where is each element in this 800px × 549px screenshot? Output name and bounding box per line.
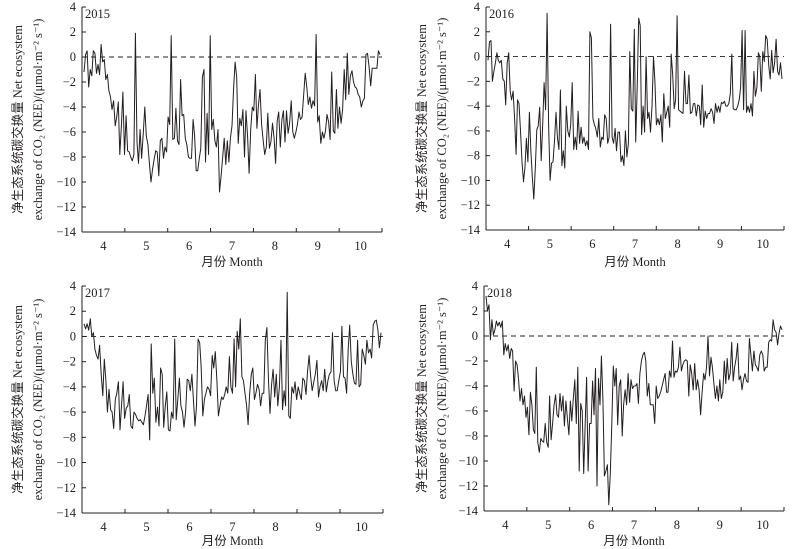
x-tick-label: 8: [674, 518, 680, 532]
x-axis-title: 月份 Month: [202, 534, 264, 548]
x-tick-label: 8: [272, 520, 278, 534]
y-tick-label: 2: [70, 25, 76, 39]
x-axis-title: 月份 Month: [604, 255, 666, 269]
x-tick-label: 6: [186, 239, 192, 253]
x-tick-label: 4: [100, 520, 107, 534]
x-tick-label: 9: [315, 239, 321, 253]
x-tick-label: 9: [315, 520, 321, 534]
y-tick-label: 0: [474, 50, 480, 64]
panel-2017: 4 2 0 −2 −4 −6 −8 −10 −12 −14 4 5 6 7 8 9 10 月份 Month 净生态系…: [10, 279, 384, 548]
x-tick-label: 8: [674, 237, 680, 251]
y-tick-label: −10: [458, 454, 478, 468]
y-tick-label: −2: [465, 354, 478, 368]
x-tick-label: 7: [631, 518, 637, 532]
x-tick-label: 9: [717, 518, 723, 532]
y-axis-title-line1: 净生态系统碳交换量 Net ecosystem: [10, 25, 25, 214]
y-tick-label: 0: [70, 329, 76, 343]
nee-series-line: [83, 32, 381, 193]
x-tick-label: 5: [547, 237, 553, 251]
y-tick-label: 2: [70, 304, 76, 318]
y-tick-label: 0: [70, 50, 76, 64]
y-tick-label: 2: [472, 304, 478, 318]
y-tick-label: −4: [63, 380, 77, 394]
nee-series-line: [485, 295, 783, 506]
y-tick-label: −4: [467, 99, 481, 113]
y-tick-label: −6: [63, 405, 76, 419]
x-tick-label: 4: [504, 237, 511, 251]
y-axis-title-line2: exchange of CO₂ (NEE)/(μmol·m⁻² s⁻¹): [31, 299, 45, 501]
panel-year-label: 2018: [487, 286, 512, 300]
nee-series-line: [487, 12, 783, 200]
x-tick-label: 5: [143, 239, 149, 253]
y-tick-label: −10: [56, 175, 76, 189]
y-tick-label: −12: [56, 481, 76, 495]
panel-year-label: 2015: [85, 7, 110, 21]
y-tick-label: −6: [467, 124, 480, 138]
x-tick-label: 10: [756, 237, 769, 251]
y-tick-label: −2: [63, 355, 76, 369]
y-tick-label: −12: [460, 198, 480, 212]
x-tick-label: 6: [186, 520, 192, 534]
y-axis-title-line2: exchange of CO₂ (NEE)/(μmol·m⁻² s⁻¹): [435, 18, 449, 220]
panel-2015: 4 2 0 −2 −4 −6 −8 −10 −12 −14 4 5 6 7 8 9 10 月份 Month 净生态系…: [10, 0, 383, 269]
y-tick-label: 4: [472, 279, 479, 293]
x-tick-label: 7: [229, 520, 235, 534]
x-tick-label: 7: [229, 239, 235, 253]
y-tick-label: −8: [467, 149, 480, 163]
nee-series-line: [83, 291, 382, 441]
y-axis-title-line1: 净生态系统碳交换量 Net ecosystem: [414, 24, 429, 213]
y-tick-label: −4: [63, 100, 77, 114]
x-tick-label: 5: [143, 520, 149, 534]
x-axis-title: 月份 Month: [201, 255, 263, 269]
y-tick-label: −14: [460, 223, 480, 237]
y-tick-label: −6: [465, 404, 478, 418]
y-tick-label: −14: [56, 506, 76, 520]
x-tick-label: 10: [756, 518, 769, 532]
y-axis-title-line1: 净生态系统碳交换量 Net ecosystem: [414, 304, 429, 493]
x-tick-label: 4: [502, 518, 509, 532]
x-tick-label: 5: [545, 518, 551, 532]
y-tick-label: −12: [458, 479, 478, 493]
x-tick-label: 4: [100, 239, 107, 253]
y-tick-label: 0: [472, 329, 478, 343]
x-tick-label: 6: [589, 237, 595, 251]
y-tick-label: 4: [70, 0, 77, 14]
y-tick-label: −4: [465, 379, 479, 393]
y-tick-label: 4: [70, 279, 77, 293]
y-tick-label: −2: [467, 74, 480, 88]
x-tick-label: 10: [355, 520, 368, 534]
x-tick-label: 9: [717, 237, 723, 251]
y-tick-label: −8: [63, 430, 76, 444]
panel-2016: 4 2 0 −2 −4 −6 −8 −10 −12 −14 4 5 6 7 8 9 10 月份 Month 净生态系…: [414, 0, 785, 269]
y-tick-label: −10: [460, 173, 480, 187]
y-axis-title-line2: exchange of CO₂ (NEE)/(μmol·m⁻² s⁻¹): [31, 19, 45, 221]
y-tick-label: −12: [56, 200, 76, 214]
panel-2018: 4 2 0 −2 −4 −6 −8 −10 −12 −14 4 5 6 7 8 9 10 月份 Month 净生态系…: [414, 279, 785, 548]
y-axis-title-line1: 净生态系统碳交换量 Net ecosystem: [10, 305, 25, 494]
x-tick-label: 10: [354, 239, 367, 253]
panel-year-label: 2016: [489, 7, 514, 21]
y-tick-label: −8: [63, 150, 76, 164]
x-tick-label: 6: [588, 518, 594, 532]
y-tick-label: 2: [474, 25, 480, 39]
y-tick-label: −2: [63, 75, 76, 89]
panel-year-label: 2017: [85, 286, 110, 300]
y-tick-label: −14: [56, 225, 76, 239]
x-tick-label: 8: [272, 239, 278, 253]
x-tick-label: 7: [632, 237, 638, 251]
y-tick-label: 4: [474, 0, 481, 14]
x-axis-title: 月份 Month: [603, 534, 665, 548]
y-tick-label: −6: [63, 125, 76, 139]
y-tick-label: −14: [458, 504, 478, 518]
y-tick-label: −8: [465, 429, 478, 443]
y-axis-title-line2: exchange of CO₂ (NEE)/(μmol·m⁻² s⁻¹): [435, 298, 449, 500]
y-tick-label: −10: [56, 456, 76, 470]
